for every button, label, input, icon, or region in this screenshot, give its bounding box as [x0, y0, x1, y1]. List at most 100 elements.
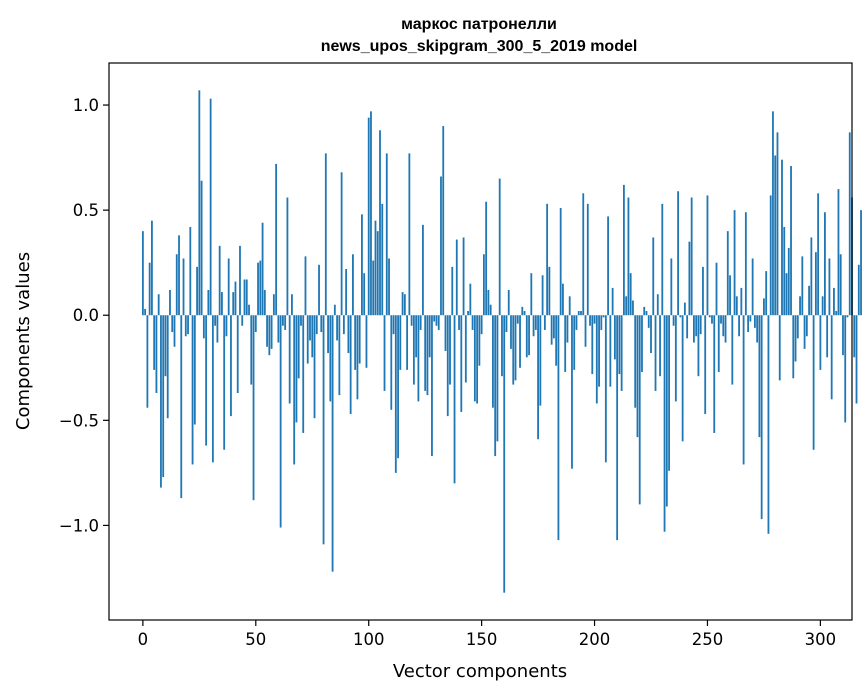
- bar-62: [281, 315, 284, 326]
- bar-155: [492, 315, 494, 408]
- bar-301: [821, 296, 824, 316]
- bar-126: [426, 315, 429, 396]
- bar-282: [778, 315, 781, 381]
- x-axis: 0 50 100 150 200 250 300: [138, 620, 837, 649]
- bar-162: [507, 290, 510, 316]
- bar-1: [144, 308, 147, 316]
- bar-270: [751, 258, 754, 316]
- bar-0: [141, 231, 144, 316]
- bar-32: [214, 315, 217, 326]
- bar-284: [783, 226, 786, 316]
- bar-30: [209, 98, 212, 316]
- bar-127: [428, 315, 431, 358]
- bar-166: [516, 315, 519, 324]
- bar-48: [250, 315, 253, 385]
- bar-72: [304, 256, 307, 316]
- bar-58: [272, 294, 275, 316]
- bar-134: [444, 315, 447, 351]
- bar-24: [196, 266, 198, 316]
- bar-115: [401, 292, 404, 316]
- bar-267: [744, 212, 747, 316]
- bar-171: [528, 315, 530, 356]
- bar-42: [236, 315, 239, 393]
- bar-74: [309, 315, 311, 341]
- bar-281: [776, 132, 779, 316]
- bar-216: [629, 273, 632, 316]
- bar-14: [173, 315, 176, 347]
- bar-218: [634, 315, 637, 408]
- bar-229: [659, 315, 661, 377]
- bar-182: [552, 315, 555, 339]
- bar-201: [595, 315, 598, 404]
- bar-225: [650, 315, 652, 354]
- bar-234: [670, 258, 673, 316]
- x-tick-label-6: 300: [805, 630, 837, 649]
- bar-249: [704, 315, 707, 415]
- bar-222: [643, 306, 646, 316]
- bar-71: [302, 315, 305, 433]
- bar-19: [184, 315, 187, 337]
- bar-82: [327, 315, 329, 354]
- bar-77: [315, 315, 318, 335]
- bar-49: [252, 315, 255, 501]
- bar-190: [571, 315, 573, 469]
- bar-11: [166, 315, 169, 419]
- bar-231: [663, 315, 666, 532]
- bar-8: [160, 315, 162, 488]
- bar-271: [753, 315, 756, 328]
- bar-208: [611, 287, 614, 316]
- bar-228: [656, 294, 659, 316]
- bar-144: [467, 311, 469, 316]
- bar-34: [218, 245, 221, 316]
- bar-136: [449, 315, 451, 385]
- bar-164: [512, 315, 515, 385]
- bar-68: [295, 315, 298, 423]
- bar-63: [284, 315, 287, 330]
- bar-81: [324, 153, 327, 316]
- bar-13: [171, 315, 174, 333]
- bar-85: [333, 304, 336, 316]
- bar-243: [690, 197, 693, 316]
- bar-20: [187, 315, 189, 335]
- bar-86: [336, 315, 338, 341]
- bar-123: [419, 315, 422, 330]
- bar-57: [270, 315, 273, 349]
- bar-139: [455, 239, 458, 316]
- bar-275: [763, 298, 765, 316]
- bar-28: [205, 315, 208, 446]
- bar-302: [824, 212, 826, 316]
- bar-152: [485, 201, 488, 316]
- y-tick-label-1: 0.5: [73, 201, 99, 220]
- bar-147: [473, 315, 476, 402]
- bar-142: [462, 237, 465, 316]
- bar-153: [487, 290, 490, 316]
- bar-104: [376, 231, 379, 316]
- bar-92: [349, 315, 352, 415]
- bar-15: [175, 254, 178, 316]
- bar-214: [625, 296, 628, 316]
- x-axis-label: Vector components: [393, 661, 567, 682]
- bar-177: [541, 275, 544, 316]
- bar-256: [720, 315, 722, 324]
- bar-199: [591, 315, 594, 375]
- bar-195: [582, 193, 585, 316]
- bar-64: [286, 197, 289, 316]
- bar-36: [223, 315, 226, 450]
- bar-23: [193, 315, 196, 425]
- x-tick-label-4: 200: [579, 630, 611, 649]
- bar-193: [577, 311, 580, 316]
- bar-39: [230, 315, 232, 417]
- bar-158: [498, 178, 501, 316]
- bar-97: [361, 214, 363, 316]
- bar-157: [496, 315, 499, 442]
- bar-116: [403, 294, 406, 316]
- bar-148: [476, 315, 479, 404]
- bar-197: [586, 203, 589, 316]
- x-tick-label-0: 0: [138, 630, 149, 649]
- bar-145: [469, 283, 472, 316]
- bar-300: [819, 315, 822, 370]
- bar-45: [243, 279, 246, 316]
- bar-75: [311, 315, 314, 358]
- bar-261: [731, 315, 734, 385]
- bar-70: [300, 315, 302, 326]
